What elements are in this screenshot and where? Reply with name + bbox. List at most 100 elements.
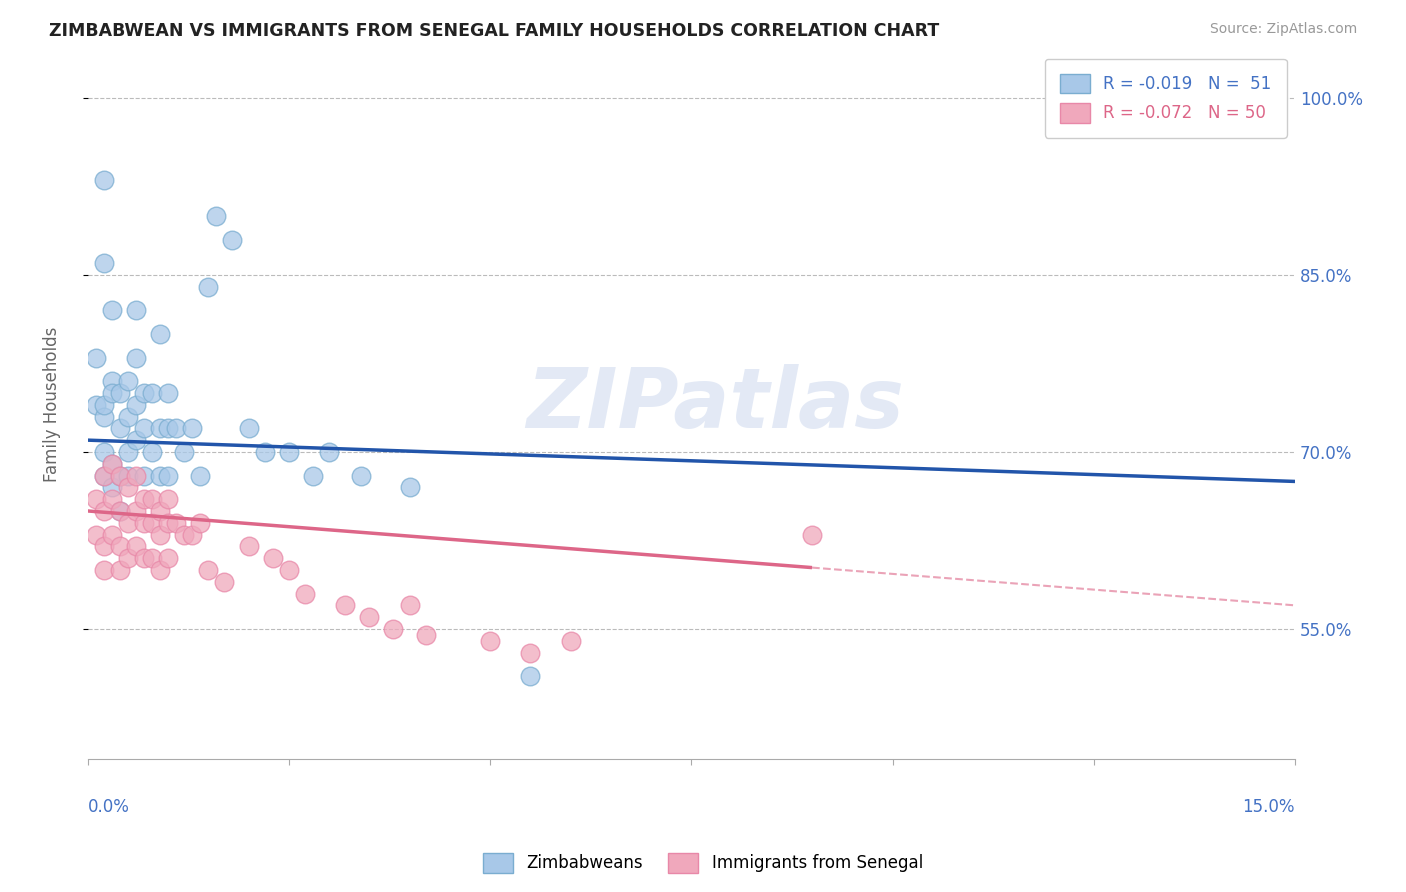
Point (93, 256, 115, 270)
Point (238, 540, 260, 554)
Point (84, 398, 107, 412)
Point (333, 599, 356, 613)
Point (302, 468, 325, 483)
Point (149, 326, 172, 341)
Point (108, 386, 131, 401)
Point (238, 421, 260, 435)
Point (93, 409, 115, 424)
Text: ZIMBABWEAN VS IMMIGRANTS FROM SENEGAL FAMILY HOUSEHOLDS CORRELATION CHART: ZIMBABWEAN VS IMMIGRANTS FROM SENEGAL FA… (49, 22, 939, 40)
Point (100, 492, 122, 507)
Point (141, 492, 163, 507)
Point (205, 209, 228, 223)
Point (93, 504, 115, 518)
Point (165, 516, 187, 530)
Point (149, 468, 172, 483)
Point (398, 480, 420, 494)
Point (108, 504, 131, 518)
Point (519, 669, 541, 683)
Text: Source: ZipAtlas.com: Source: ZipAtlas.com (1209, 22, 1357, 37)
Point (100, 527, 122, 541)
Point (132, 516, 155, 530)
Legend: R = -0.019   N =  51, R = -0.072   N = 50: R = -0.019 N = 51, R = -0.072 N = 50 (1045, 59, 1286, 137)
Point (181, 421, 204, 435)
Point (93, 468, 115, 483)
Point (519, 646, 541, 660)
Text: ZIPatlas: ZIPatlas (526, 364, 904, 445)
Point (156, 492, 179, 507)
Point (382, 622, 405, 636)
Point (125, 398, 148, 412)
Point (165, 421, 187, 435)
Point (132, 421, 155, 435)
Point (149, 563, 172, 577)
Point (117, 551, 139, 566)
Point (93, 540, 115, 554)
Point (197, 563, 219, 577)
Point (117, 480, 139, 494)
Point (93, 398, 115, 412)
Point (132, 468, 155, 483)
Point (100, 480, 122, 494)
Point (214, 574, 236, 589)
Point (221, 233, 243, 247)
Text: 0.0%: 0.0% (87, 797, 129, 815)
Point (84, 527, 107, 541)
Point (132, 492, 155, 507)
Point (277, 563, 299, 577)
Point (277, 445, 299, 459)
Point (84, 351, 107, 365)
Point (108, 468, 131, 483)
Point (415, 628, 437, 642)
Point (93, 445, 115, 459)
Point (479, 633, 502, 648)
Point (173, 527, 195, 541)
Point (100, 374, 122, 388)
Point (100, 386, 122, 401)
Point (117, 374, 139, 388)
Point (108, 540, 131, 554)
Point (350, 468, 373, 483)
Point (197, 279, 219, 293)
Point (560, 633, 582, 648)
Point (117, 409, 139, 424)
Point (156, 516, 179, 530)
Point (125, 468, 148, 483)
Point (359, 610, 381, 624)
Point (117, 516, 139, 530)
Point (181, 527, 204, 541)
Y-axis label: Family Households: Family Households (44, 327, 60, 483)
Point (93, 173, 115, 187)
Point (801, 527, 824, 541)
Point (294, 586, 316, 600)
Point (100, 303, 122, 318)
Point (156, 551, 179, 566)
Point (132, 551, 155, 566)
Point (156, 468, 179, 483)
Point (188, 468, 211, 483)
Point (125, 540, 148, 554)
Point (108, 468, 131, 483)
Point (132, 386, 155, 401)
Point (156, 386, 179, 401)
Point (100, 457, 122, 471)
Point (93, 563, 115, 577)
Point (141, 386, 163, 401)
Point (173, 445, 195, 459)
Point (125, 351, 148, 365)
Point (253, 445, 276, 459)
Point (398, 599, 420, 613)
Point (108, 504, 131, 518)
Point (188, 516, 211, 530)
Point (117, 445, 139, 459)
Point (93, 468, 115, 483)
Point (125, 303, 148, 318)
Point (156, 421, 179, 435)
Point (141, 445, 163, 459)
Point (141, 551, 163, 566)
Point (149, 421, 172, 435)
Point (125, 433, 148, 447)
Legend: Zimbabweans, Immigrants from Senegal: Zimbabweans, Immigrants from Senegal (477, 847, 929, 880)
Point (125, 504, 148, 518)
Point (149, 504, 172, 518)
Point (141, 516, 163, 530)
